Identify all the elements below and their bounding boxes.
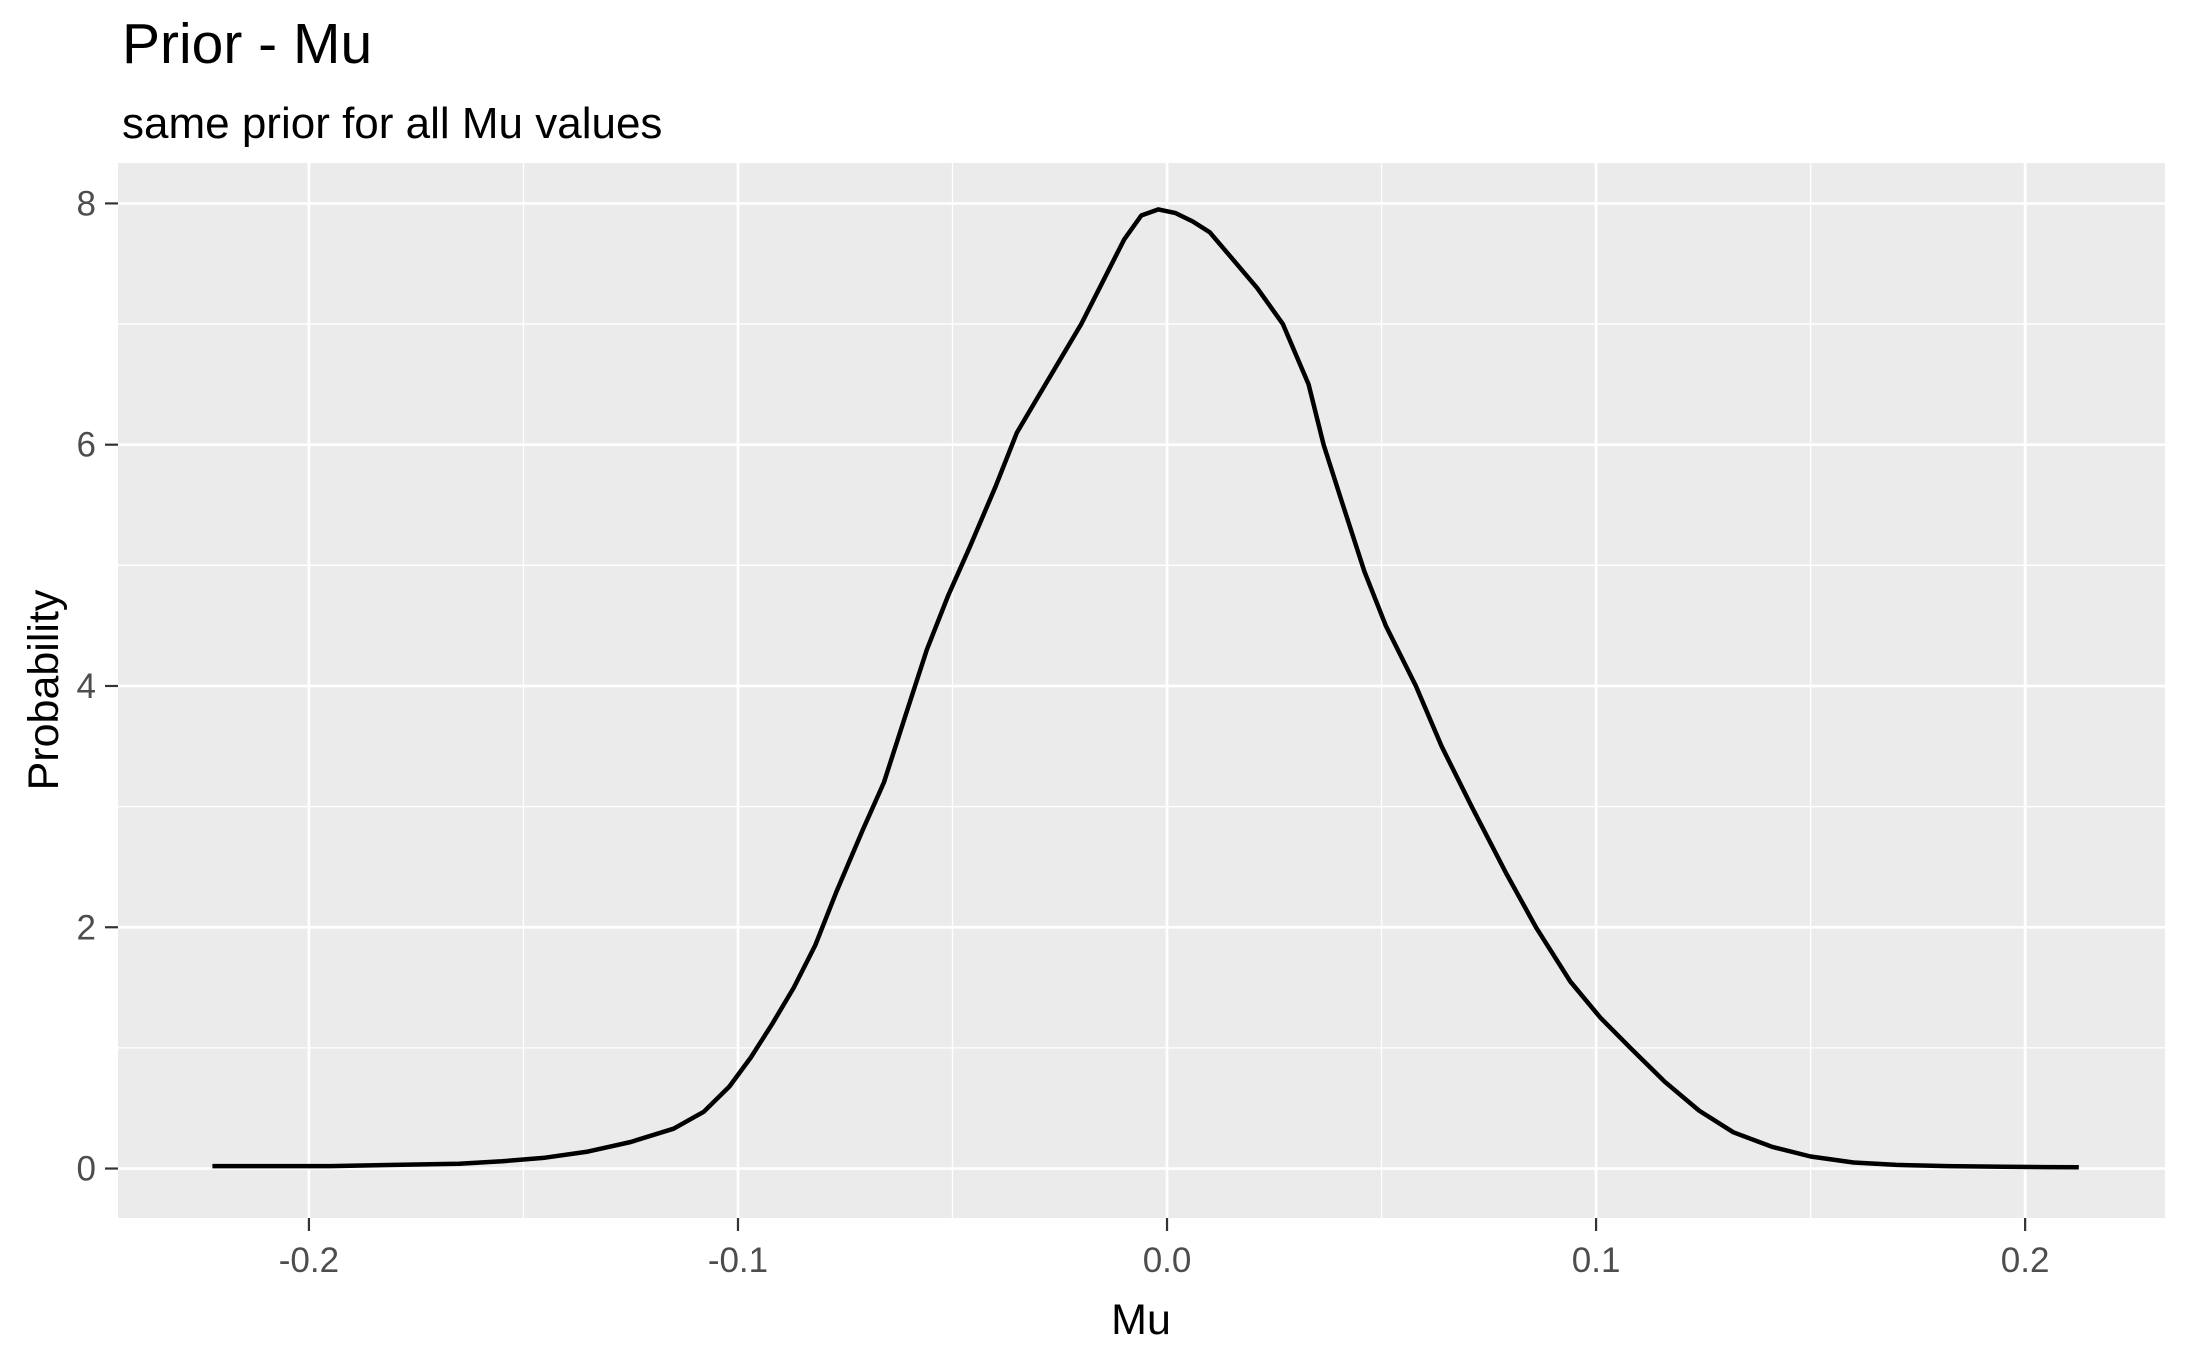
y-tick-label: 2: [77, 908, 96, 947]
major-gridlines: [118, 163, 2165, 1218]
x-tick-label: -0.1: [708, 1241, 768, 1280]
x-axis-title: Mu: [1111, 1296, 1171, 1344]
y-tick-label: 4: [77, 667, 96, 706]
y-tick-label: 6: [77, 426, 96, 465]
x-axis-tick-labels: -0.2 -0.1 0.0 0.1 0.2: [279, 1241, 2050, 1280]
density-curve-group: [212, 207, 2079, 1170]
x-tick-label: 0.1: [1572, 1241, 1621, 1280]
minor-gridlines: [118, 163, 2165, 1218]
x-tick-label: 0.0: [1143, 1241, 1192, 1280]
density-curve: [212, 207, 2079, 1170]
axis-tick-marks: [105, 202, 2027, 1231]
plot-title: Prior - Mu: [122, 12, 372, 76]
plot-subtitle: same prior for all Mu values: [122, 99, 662, 148]
y-axis-title: Probability: [20, 589, 68, 790]
x-tick-label: 0.2: [2001, 1241, 2050, 1280]
y-tick-label: 0: [77, 1150, 96, 1189]
x-tick-label: -0.2: [279, 1241, 339, 1280]
y-tick-label: 8: [77, 184, 96, 223]
plot-panel: [118, 163, 2165, 1218]
y-axis-tick-labels: 0 2 4 6 8: [77, 184, 96, 1188]
